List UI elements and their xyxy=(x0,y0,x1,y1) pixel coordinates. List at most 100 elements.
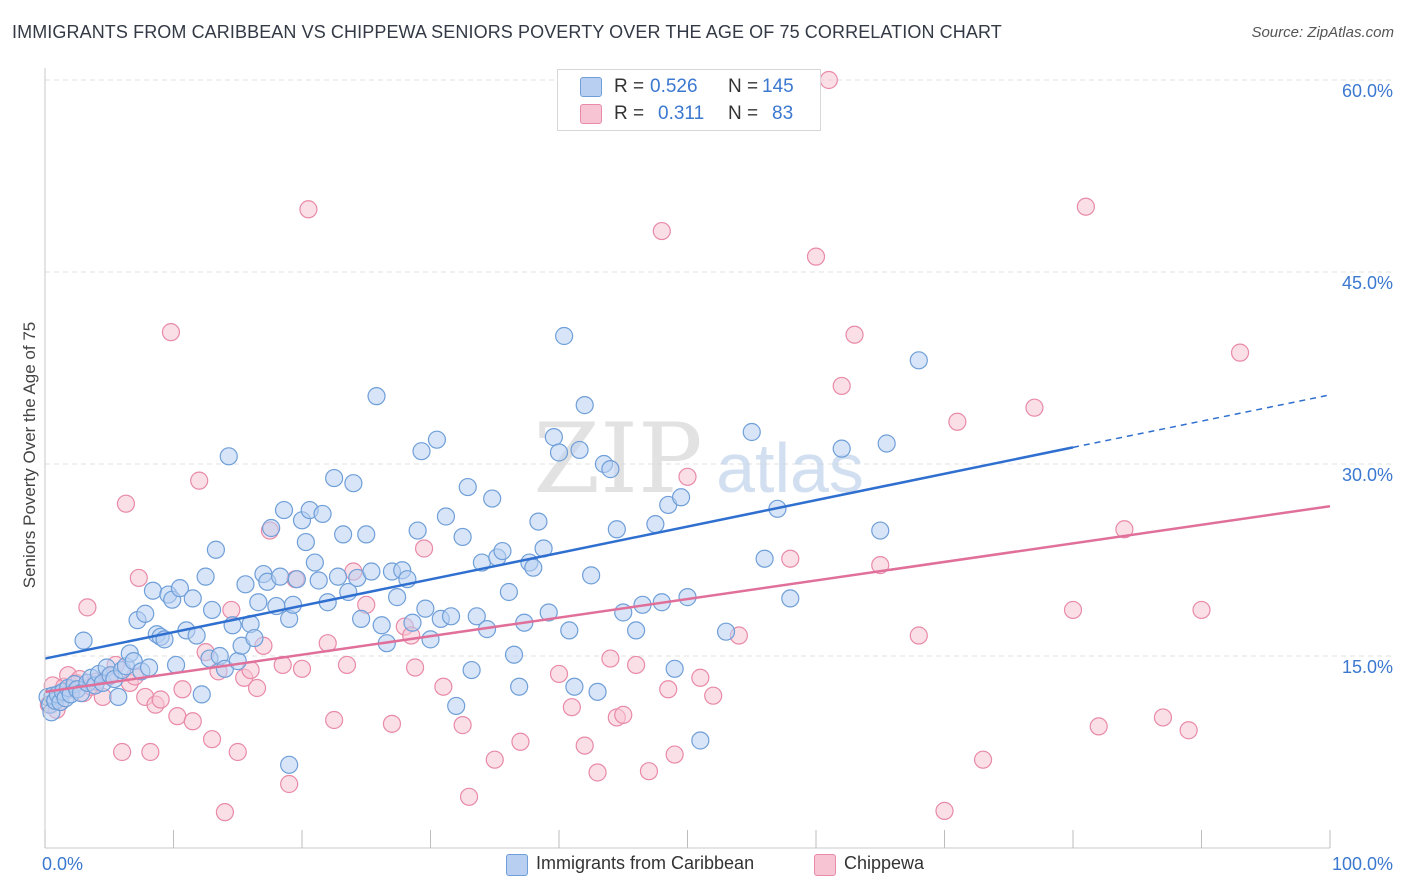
r-label: R = xyxy=(614,103,645,124)
caribbean-point xyxy=(427,430,447,449)
chippewa-point xyxy=(665,745,684,764)
x-tick-label: 0.0% xyxy=(42,854,83,874)
chippewa-point xyxy=(935,801,954,820)
caribbean-point xyxy=(510,677,529,696)
chippewa-point xyxy=(1076,197,1095,216)
gridlines xyxy=(45,79,1395,657)
caribbean-point xyxy=(421,630,440,649)
caribbean-point xyxy=(245,628,264,648)
caribbean-point xyxy=(202,600,222,620)
caribbean-point xyxy=(549,443,569,462)
caribbean-point xyxy=(228,652,247,671)
chippewa-point xyxy=(832,376,851,396)
caribbean-point xyxy=(441,607,461,626)
caribbean-point xyxy=(236,575,255,594)
caribbean-point xyxy=(334,525,353,544)
caribbean-point xyxy=(646,515,665,534)
chippewa-point xyxy=(601,649,620,668)
chippewa-point xyxy=(222,600,241,620)
caribbean-point xyxy=(143,581,163,600)
n-label: N = xyxy=(728,76,759,97)
caribbean-point xyxy=(447,696,466,716)
caribbean-point xyxy=(588,682,607,701)
caribbean-point xyxy=(139,658,159,677)
caribbean-point xyxy=(287,570,306,589)
caribbean-point xyxy=(877,434,896,453)
caribbean-point xyxy=(109,687,128,707)
source-label: Source: ZipAtlas.com xyxy=(1251,24,1394,41)
chippewa-point xyxy=(1192,600,1211,620)
caribbean-point xyxy=(909,351,928,370)
chippewa-point xyxy=(948,412,967,431)
caribbean-point xyxy=(325,468,344,488)
caribbean-point xyxy=(271,567,290,586)
chippewa-point xyxy=(678,467,697,486)
chippewa-point xyxy=(173,680,192,699)
caribbean-point xyxy=(313,504,332,524)
caribbean-point xyxy=(344,474,363,493)
caribbean-point xyxy=(539,603,558,622)
chippewa-point xyxy=(228,742,247,762)
caribbean-point xyxy=(196,567,215,586)
chippewa-point xyxy=(781,549,800,568)
chippewa-point xyxy=(78,598,97,617)
chippewa-point xyxy=(1089,717,1108,736)
chippewa-point xyxy=(405,658,425,677)
caribbean-trend-line xyxy=(44,446,1074,660)
caribbean-point xyxy=(529,512,548,531)
caribbean-point xyxy=(367,387,386,406)
caribbean-point xyxy=(372,616,391,635)
caribbean-point xyxy=(607,520,626,539)
y-tick-label: 15.0% xyxy=(1342,657,1393,677)
caribbean-swatch xyxy=(580,77,602,97)
tick-labels: 15.0% 30.0% 45.0% 60.0% 0.0% 100.0% xyxy=(42,81,1393,874)
caribbean-point xyxy=(408,521,427,540)
caribbean-point xyxy=(781,589,800,608)
chippewa-point xyxy=(414,539,434,558)
caribbean-point xyxy=(296,532,315,552)
caribbean-point xyxy=(362,562,381,581)
caribbean-point xyxy=(458,477,477,497)
chippewa-point xyxy=(202,730,222,749)
caribbean-point xyxy=(575,396,594,415)
chippewa-point xyxy=(1179,721,1198,740)
caribbean-point xyxy=(305,553,324,572)
caribbean-point xyxy=(206,540,226,559)
caribbean-point xyxy=(665,659,684,678)
chippewa-point xyxy=(168,707,187,726)
caribbean-point xyxy=(352,609,371,628)
caribbean-point xyxy=(280,755,299,774)
caribbean-point xyxy=(671,488,691,507)
caribbean-point xyxy=(871,521,890,540)
caribbean-point xyxy=(570,440,589,460)
caribbean-point xyxy=(544,428,563,447)
chippewa-point xyxy=(116,494,136,513)
caribbean-point xyxy=(283,595,303,614)
chippewa-point xyxy=(292,659,312,678)
chippewa-point xyxy=(112,742,132,762)
chippewa-point xyxy=(1153,708,1173,727)
caribbean-point xyxy=(387,588,407,607)
caribbean-point xyxy=(74,631,93,650)
series-caribbean-points xyxy=(38,326,928,774)
chippewa-point xyxy=(280,774,299,794)
chippewa-point xyxy=(909,626,928,645)
chippewa-point xyxy=(325,710,344,730)
chippewa-point xyxy=(549,664,569,684)
caribbean-point xyxy=(249,593,268,612)
n-label: N = xyxy=(728,103,759,124)
chippewa-point xyxy=(247,678,267,698)
chippewa-point xyxy=(704,686,723,705)
chippewa-point xyxy=(382,714,402,733)
caribbean-point xyxy=(192,685,211,704)
caribbean-point xyxy=(453,527,472,547)
caribbean-legend-label: Immigrants from Caribbean xyxy=(536,853,755,873)
chippewa-point xyxy=(1115,520,1134,539)
caribbean-point xyxy=(691,731,710,750)
chippewa-point xyxy=(691,668,710,687)
caribbean-point xyxy=(555,326,574,346)
chart-title: IMMIGRANTS FROM CARIBBEAN VS CHIPPEWA SE… xyxy=(12,22,1002,42)
chippewa-trend-line xyxy=(44,505,1331,694)
chippewa-swatch xyxy=(580,104,602,124)
